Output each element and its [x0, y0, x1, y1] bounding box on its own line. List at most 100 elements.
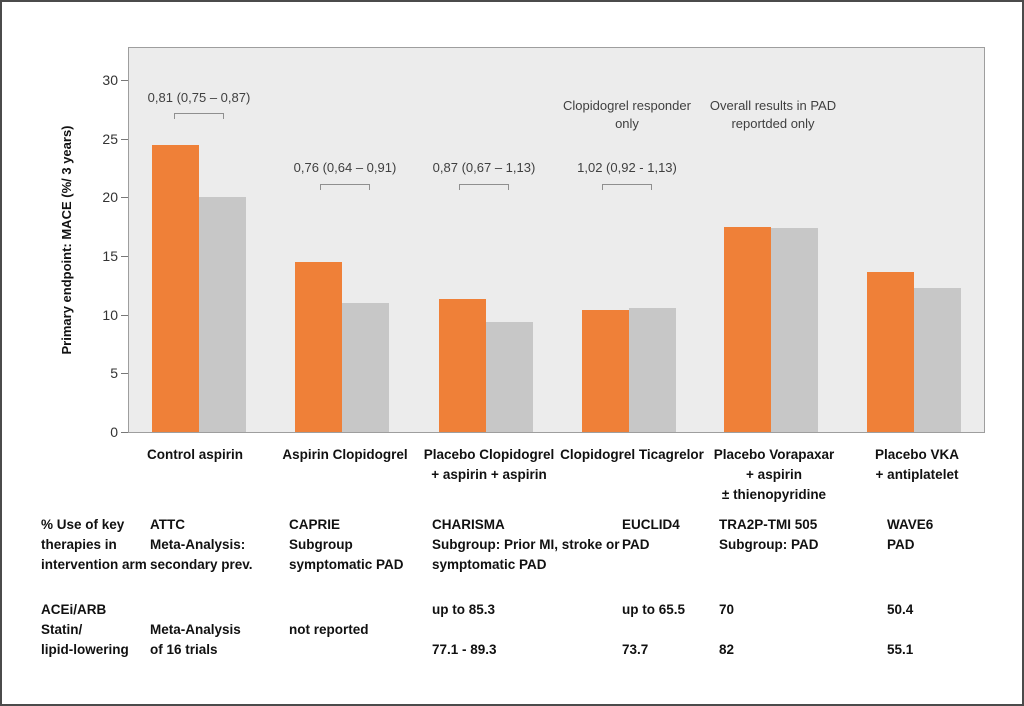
table-text: symptomatic PAD — [289, 557, 404, 572]
y-axis-title: Primary endpoint: MACE (%/ 3 years) — [59, 125, 74, 355]
table-text: CAPRIE — [289, 517, 341, 532]
trial-header-wave6: WAVE6 PAD — [887, 515, 933, 555]
y-tick-mark — [121, 432, 128, 433]
table-text: % Use of key — [41, 517, 125, 532]
table-text: PAD — [622, 537, 650, 552]
y-tick-label: 10 — [102, 306, 118, 323]
bar-intervention-arm-group2 — [486, 322, 533, 432]
x-label-line: + aspirin — [746, 467, 802, 482]
bar-comparator-arm-group0 — [152, 145, 199, 432]
comparison-bracket — [602, 184, 652, 190]
table-text: Subgroup — [289, 537, 353, 552]
bar-comparator-arm-group2 — [439, 299, 486, 432]
bar-comparator-arm-group3 — [582, 310, 629, 432]
bar-intervention-arm-group3 — [629, 308, 676, 432]
statin-value-euclid4: 73.7 — [622, 642, 649, 657]
hr-annotation: 0,81 (0,75 – 0,87) — [147, 90, 251, 105]
table-text: TRA2P-TMI 505 — [719, 517, 818, 532]
x-label-control-aspirin: Control aspirin — [100, 445, 290, 465]
table-text: WAVE6 — [887, 517, 934, 532]
y-tick-label: 5 — [110, 365, 118, 382]
bar-intervention-arm-group5 — [914, 288, 961, 432]
note-line: Overall results in PAD — [709, 98, 837, 113]
x-label-line: Placebo VKA — [874, 447, 960, 462]
note-line: Clopidogrel responder — [563, 98, 691, 113]
y-tick-label: 15 — [102, 248, 118, 264]
row-label-statin: Statin/ lipid-lowering — [41, 620, 129, 660]
x-label-placebo-clopidogrel: Placebo Clopidogrel + aspirin + aspirin — [394, 445, 584, 485]
table-text: EUCLID4 — [622, 517, 680, 532]
bar-comparator-arm-group5 — [867, 272, 914, 432]
table-text: intervention arm — [41, 557, 147, 572]
trial-header-charisma: CHARISMA Subgroup: Prior MI, stroke or s… — [432, 515, 620, 575]
x-label-line: + aspirin + aspirin — [431, 467, 547, 482]
x-label-aspirin-clopidogrel: Aspirin Clopidogrel — [250, 445, 440, 465]
x-label-placebo-vka: Placebo VKA + antiplatelet — [822, 445, 1012, 485]
plot-area — [128, 47, 985, 433]
y-tick-mark — [121, 197, 128, 199]
x-label-line: Control aspirin — [146, 447, 243, 462]
statin-value-attc: Meta-Analysis of 16 trials — [150, 620, 241, 660]
table-text: ATTC — [150, 517, 185, 532]
y-tick-mark — [121, 256, 128, 257]
hr-annotation: 1,02 (0,92 - 1,13) — [577, 160, 677, 175]
acei-value-tra2p: 70 — [719, 602, 735, 617]
table-text: lipid-lowering — [41, 642, 129, 657]
table-text: PAD — [887, 537, 915, 552]
comparison-bracket — [320, 184, 370, 190]
bar-intervention-arm-group4 — [771, 228, 818, 432]
y-tick-label: 20 — [102, 189, 118, 206]
statin-value-wave6: 55.1 — [887, 642, 914, 657]
statin-value-tra2p: 82 — [719, 642, 735, 657]
y-tick-label: 25 — [102, 130, 118, 147]
x-label-line: ± thienopyridine — [721, 487, 827, 502]
table-text: Meta-Analysis — [150, 622, 241, 637]
x-label-line: Clopidogrel Ticagrelor — [560, 447, 704, 462]
note-overall-pad: Overall results in PAD reportded only — [683, 97, 863, 133]
hr-annotation: 0,87 (0,67 – 1,13) — [432, 160, 536, 175]
acei-value-wave6: 50.4 — [887, 602, 914, 617]
x-label-clopidogrel-ticagrelor: Clopidogrel Ticagrelor — [537, 445, 727, 465]
table-text: Subgroup: PAD — [719, 537, 819, 552]
trial-header-attc: ATTC Meta-Analysis: secondary prev. — [150, 515, 253, 575]
table-text: symptomatic PAD — [432, 557, 547, 572]
acei-value-charisma: up to 85.3 — [432, 602, 496, 617]
x-label-line: Aspirin Clopidogrel — [282, 447, 408, 462]
comparison-bracket — [459, 184, 509, 190]
x-label-line: Placebo Vorapaxar — [713, 447, 835, 462]
y-tick-mark — [121, 314, 128, 316]
trial-header-tra2p: TRA2P-TMI 505 Subgroup: PAD — [719, 515, 818, 555]
x-label-placebo-vorapaxar: Placebo Vorapaxar + aspirin ± thienopyri… — [679, 445, 869, 505]
x-label-line: + antiplatelet — [875, 467, 959, 482]
table-text: Meta-Analysis: — [150, 537, 246, 552]
table-text: Subgroup: Prior MI, stroke or — [432, 537, 620, 552]
x-label-line: Placebo Clopidogrel — [423, 447, 555, 462]
y-tick-label: 0 — [110, 424, 118, 440]
note-clopidogrel-responder: Clopidogrel responder only — [537, 97, 717, 133]
y-tick-mark — [121, 373, 128, 375]
trial-header-euclid4: EUCLID4 PAD — [622, 515, 680, 555]
row-label-acei-arb: ACEi/ARB — [41, 602, 107, 617]
table-text: of 16 trials — [150, 642, 218, 657]
table-text: CHARISMA — [432, 517, 505, 532]
bar-intervention-arm-group1 — [342, 303, 389, 432]
table-row-header: % Use of key therapies in intervention a… — [41, 515, 147, 575]
table-text: therapies in — [41, 537, 117, 552]
table-text: secondary prev. — [150, 557, 253, 572]
bar-comparator-arm-group1 — [295, 262, 342, 432]
acei-value-euclid4: up to 65.5 — [622, 602, 686, 617]
bar-intervention-arm-group0 — [199, 197, 246, 432]
y-tick-mark — [121, 138, 128, 140]
hr-annotation: 0,76 (0,64 – 0,91) — [293, 160, 397, 175]
statin-value-caprie: not reported — [289, 622, 369, 637]
comparison-bracket — [174, 113, 224, 119]
note-line: reportded only — [731, 116, 815, 131]
table-text: Statin/ — [41, 622, 83, 637]
y-tick-mark — [121, 80, 128, 81]
y-tick-label: 30 — [102, 72, 118, 88]
statin-value-charisma: 77.1 - 89.3 — [432, 642, 497, 657]
bar-comparator-arm-group4 — [724, 227, 771, 432]
trial-header-caprie: CAPRIE Subgroup symptomatic PAD — [289, 515, 404, 575]
note-line: only — [615, 116, 639, 131]
